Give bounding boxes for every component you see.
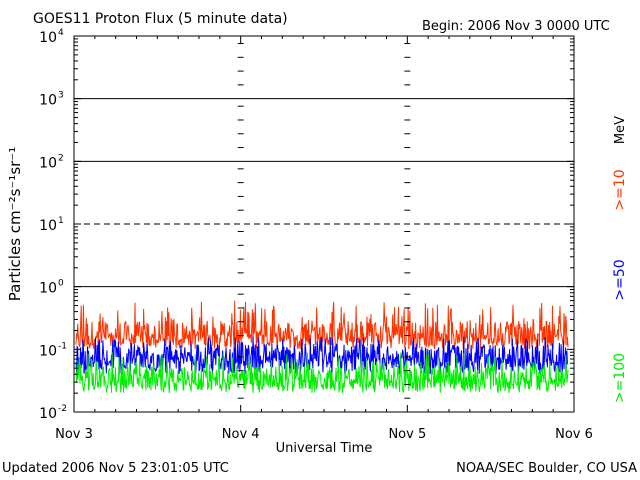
credit-text: NOAA/SEC Boulder, CO USA [456,461,637,476]
legend-label-2: >=100 [612,353,628,403]
chart-title: GOES11 Proton Flux (5 minute data) [33,11,288,27]
series-layer [75,300,569,395]
updated-timestamp: Updated 2006 Nov 5 23:01:05 UTC [2,461,229,476]
y-tick-label: 10 [39,281,57,297]
y-tick-exponent: -2 [58,404,67,414]
series-line-1 [75,336,569,375]
legend: MeV >=10 >=50 >=100 [612,116,628,403]
begin-time: Begin: 2006 Nov 3 0000 UTC [422,19,610,34]
x-tick-label-1: Nov 4 [222,427,260,442]
x-tick-label-3: Nov 6 [555,427,593,442]
legend-label-1: >=50 [612,259,628,300]
y-tick-label: 10 [39,343,57,359]
y-tick-label: 10 [39,218,57,234]
series-line-0 [75,300,569,351]
y-tick-label: 10 [39,93,57,109]
y-tick-exponent: -1 [58,341,67,351]
x-tick-label-0: Nov 3 [55,427,93,442]
y-tick-label: 10 [39,155,57,171]
day-dividers [237,43,411,399]
series-line-2 [75,352,569,395]
x-axis-ticks: Nov 3 Nov 4 Nov 5 Nov 6 [55,36,593,442]
y-tick-label: 10 [39,30,57,46]
y-tick-exponent: 0 [58,279,64,289]
y-tick-exponent: 1 [58,216,64,226]
y-tick-exponent: 4 [58,28,64,38]
gridlines [74,98,574,288]
legend-label-0: >=10 [612,169,628,210]
y-tick-exponent: 2 [58,153,64,163]
x-axis-label: Universal Time [276,441,373,456]
y-tick-exponent: 3 [58,91,64,101]
y-tick-label: 10 [39,406,57,422]
x-tick-label-2: Nov 5 [388,427,426,442]
y-axis-label: Particles cm⁻²s⁻¹sr⁻¹ [6,147,24,301]
legend-unit: MeV [613,116,628,144]
